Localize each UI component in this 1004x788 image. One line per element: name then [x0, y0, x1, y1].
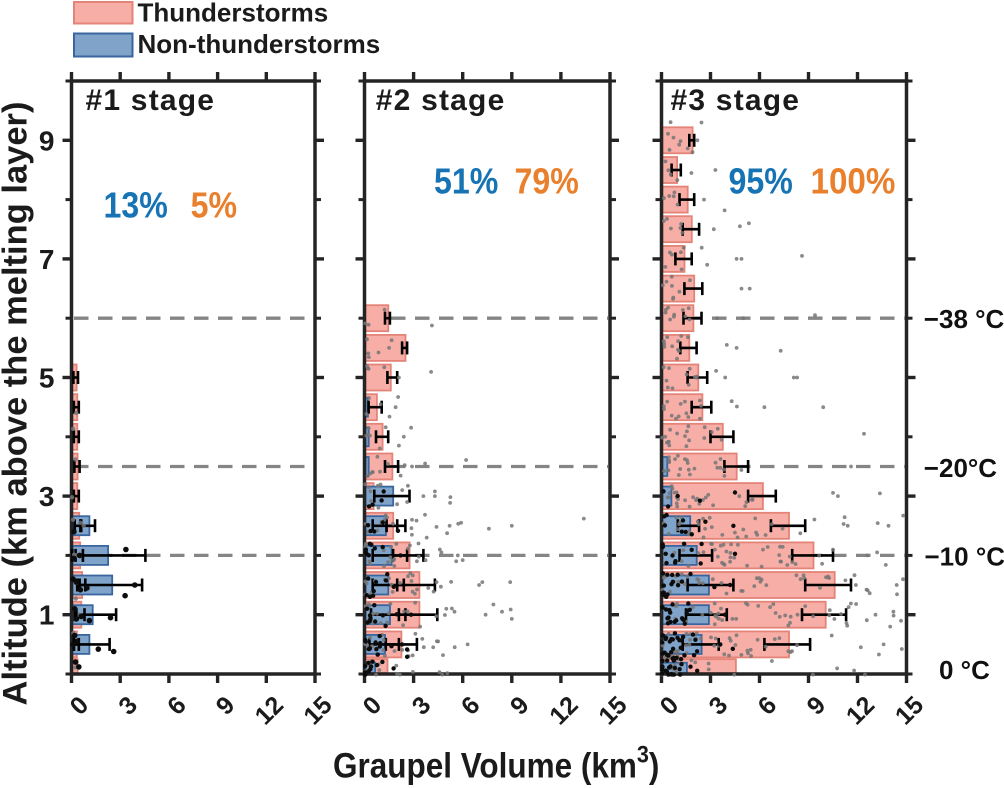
svg-text:−20°C: −20°C — [924, 453, 998, 483]
svg-text:13%: 13% — [104, 186, 168, 226]
svg-text:51%: 51% — [434, 162, 498, 202]
svg-text:Thunderstorms: Thunderstorms — [138, 0, 329, 27]
svg-text:−38 °C: −38 °C — [924, 304, 1004, 334]
svg-text:#2 stage: #2 stage — [376, 84, 506, 117]
svg-text:5: 5 — [39, 363, 55, 394]
svg-text:5%: 5% — [191, 186, 237, 226]
svg-text:0 °C: 0 °C — [939, 655, 990, 685]
svg-text:3: 3 — [39, 481, 55, 512]
svg-text:#3 stage: #3 stage — [671, 84, 801, 117]
svg-text:95%: 95% — [729, 162, 793, 202]
svg-text:−10 °C: −10 °C — [925, 542, 1004, 572]
svg-text:79%: 79% — [515, 162, 579, 202]
svg-text:Graupel Volume (km3): Graupel Volume (km3) — [333, 740, 659, 785]
svg-text:1: 1 — [39, 600, 55, 631]
svg-text:#1 stage: #1 stage — [86, 84, 216, 117]
svg-text:100%: 100% — [811, 161, 896, 202]
svg-text:7: 7 — [39, 244, 55, 275]
svg-text:9: 9 — [39, 125, 55, 156]
svg-text:Altitude (km above the melting: Altitude (km above the melting layer) — [0, 102, 35, 706]
svg-text:Non-thunderstorms: Non-thunderstorms — [138, 29, 381, 59]
